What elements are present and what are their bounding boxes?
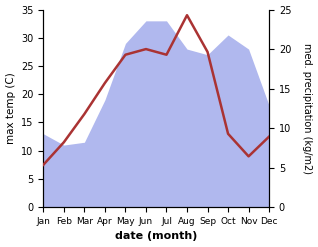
X-axis label: date (month): date (month) [115,231,197,242]
Y-axis label: med. precipitation (kg/m2): med. precipitation (kg/m2) [302,43,313,174]
Y-axis label: max temp (C): max temp (C) [5,72,16,144]
